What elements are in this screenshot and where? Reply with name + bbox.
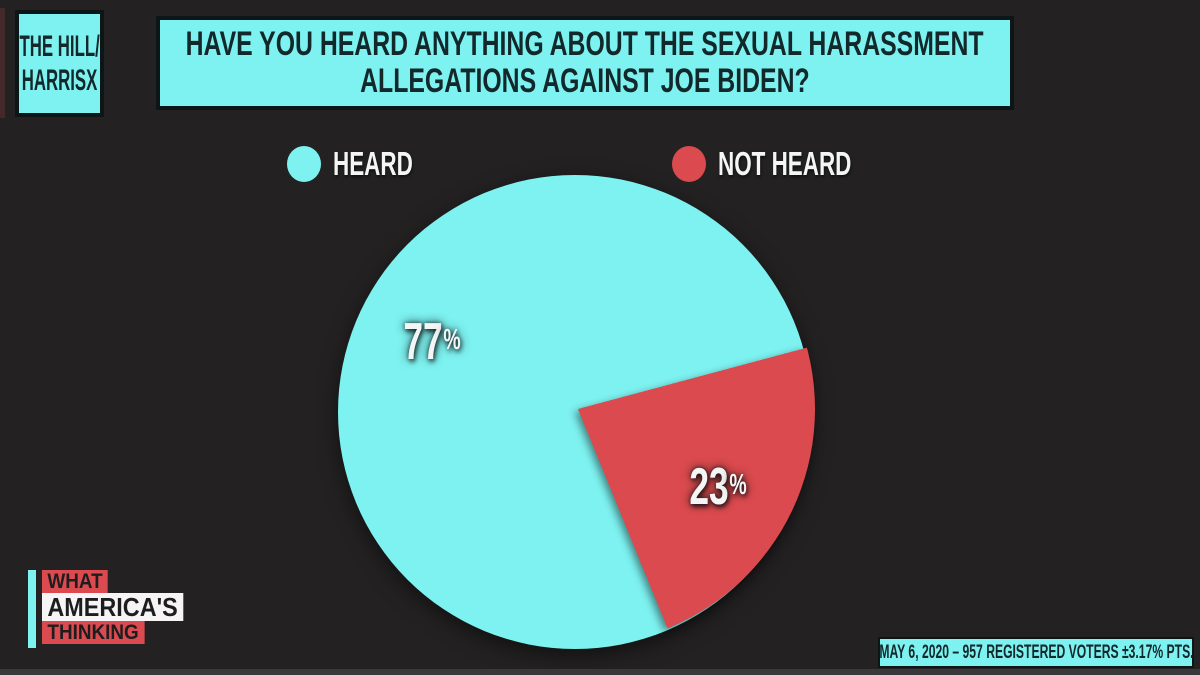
brand-line2: HARRISX bbox=[21, 63, 98, 97]
question-title-line2: ALLEGATIONS AGAINST JOE BIDEN? bbox=[360, 62, 810, 100]
percent-sign-not-heard: % bbox=[729, 469, 747, 502]
percent-sign-heard: % bbox=[443, 324, 461, 357]
logo-line-thinking: THINKING bbox=[42, 621, 145, 644]
pie-label-not-heard: 23% bbox=[676, 457, 760, 517]
source-note-text: MAY 6, 2020 – 957 REGISTERED VOTERS ±3.1… bbox=[878, 641, 1194, 663]
left-edge-artifact bbox=[0, 8, 5, 118]
question-title-banner: HAVE YOU HEARD ANYTHING ABOUT THE SEXUAL… bbox=[156, 16, 1014, 110]
legend-item-heard: HEARD bbox=[287, 145, 450, 183]
what-americas-thinking-logo: WHAT AMERICA'S THINKING bbox=[28, 570, 199, 648]
legend-swatch-heard bbox=[287, 146, 321, 182]
logo-line-americas: AMERICA'S bbox=[42, 593, 184, 621]
logo-accent-bar bbox=[28, 570, 36, 648]
legend-swatch-not-heard bbox=[672, 146, 706, 182]
pie-label-heard: 77% bbox=[390, 312, 474, 372]
legend-label-not-heard: NOT HEARD bbox=[718, 145, 852, 182]
brand-line1: THE HILL/ bbox=[19, 29, 100, 63]
pie-chart: 77% 23% bbox=[338, 172, 815, 649]
legend-label-heard: HEARD bbox=[333, 145, 413, 182]
pie-label-heard-value: 77 bbox=[403, 313, 443, 371]
pie-label-not-heard-value: 23 bbox=[689, 458, 729, 516]
brand-logo-the-hill-harrisx: THE HILL/ HARRISX bbox=[15, 10, 104, 117]
pie-slice-not-heard bbox=[341, 172, 815, 646]
bottom-strip bbox=[0, 669, 1200, 675]
legend-item-not-heard: NOT HEARD bbox=[672, 145, 914, 183]
logo-text-rows: WHAT AMERICA'S THINKING bbox=[42, 570, 199, 648]
source-note-box: MAY 6, 2020 – 957 REGISTERED VOTERS ±3.1… bbox=[878, 637, 1194, 668]
question-title-line1: HAVE YOU HEARD ANYTHING ABOUT THE SEXUAL… bbox=[186, 25, 984, 63]
logo-line-what: WHAT bbox=[42, 570, 109, 593]
